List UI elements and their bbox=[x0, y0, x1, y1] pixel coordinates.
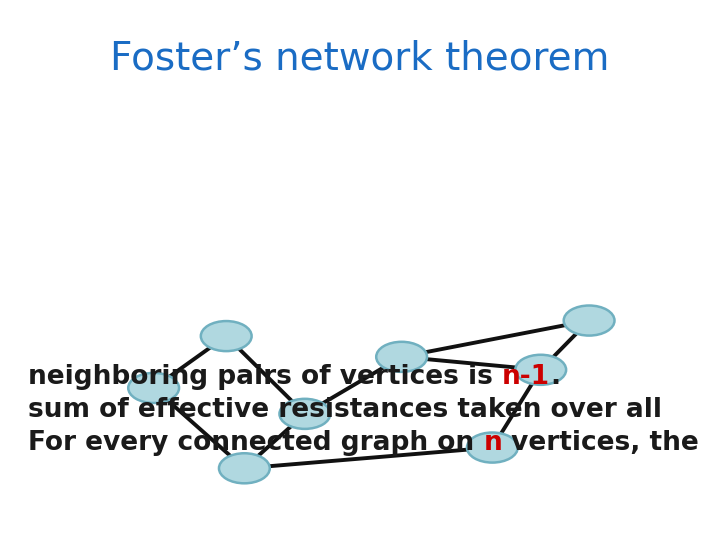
Text: neighboring pairs of vertices is: neighboring pairs of vertices is bbox=[28, 364, 502, 390]
Text: For every connected graph on: For every connected graph on bbox=[28, 430, 483, 456]
Ellipse shape bbox=[564, 306, 614, 335]
Text: Foster’s network theorem: Foster’s network theorem bbox=[110, 40, 610, 78]
Ellipse shape bbox=[516, 355, 566, 385]
Text: .: . bbox=[550, 364, 560, 390]
Ellipse shape bbox=[467, 433, 518, 463]
Text: n: n bbox=[483, 430, 502, 456]
Text: sum of effective resistances taken over all: sum of effective resistances taken over … bbox=[28, 397, 662, 423]
Text: n-1: n-1 bbox=[502, 364, 550, 390]
Ellipse shape bbox=[219, 453, 270, 483]
Ellipse shape bbox=[128, 373, 179, 403]
Ellipse shape bbox=[201, 321, 251, 351]
Text: vertices, the: vertices, the bbox=[502, 430, 698, 456]
Ellipse shape bbox=[279, 399, 330, 429]
Ellipse shape bbox=[377, 342, 427, 372]
